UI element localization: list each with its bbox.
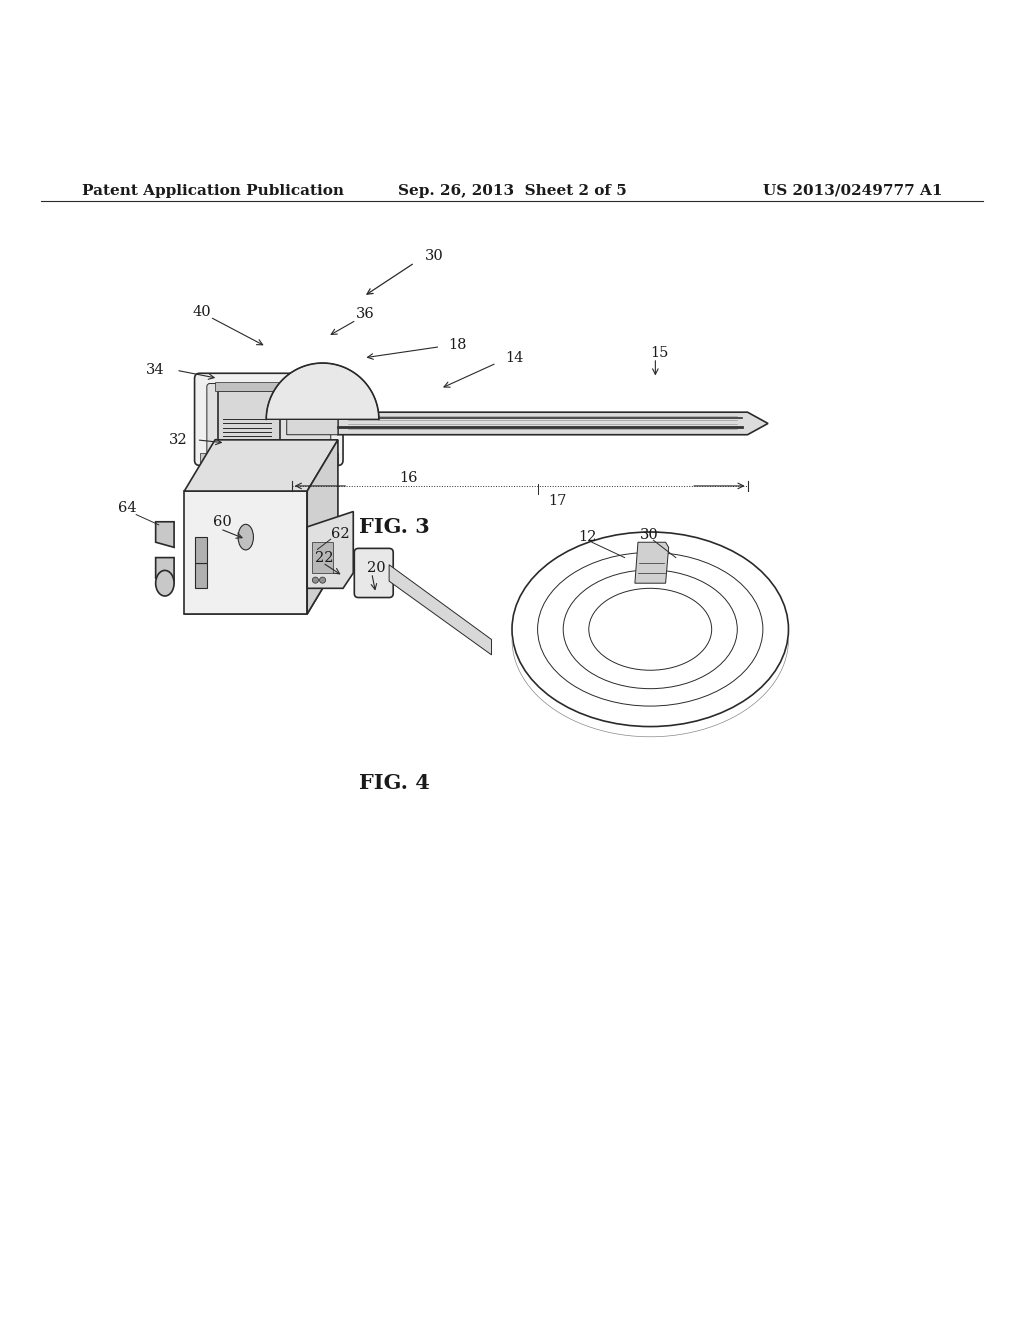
Polygon shape xyxy=(184,440,338,491)
Polygon shape xyxy=(338,412,768,434)
Text: 16: 16 xyxy=(399,471,418,484)
FancyBboxPatch shape xyxy=(207,384,331,455)
Polygon shape xyxy=(184,491,307,614)
Bar xyxy=(312,543,333,573)
Polygon shape xyxy=(307,512,353,589)
Polygon shape xyxy=(156,521,174,548)
Text: 18: 18 xyxy=(449,338,467,351)
Text: Patent Application Publication: Patent Application Publication xyxy=(82,183,344,198)
Polygon shape xyxy=(389,565,492,655)
Text: Sep. 26, 2013  Sheet 2 of 5: Sep. 26, 2013 Sheet 2 of 5 xyxy=(397,183,627,198)
Text: 20: 20 xyxy=(367,561,385,574)
Text: 15: 15 xyxy=(650,346,669,360)
FancyBboxPatch shape xyxy=(218,391,280,447)
Text: US 2013/0249777 A1: US 2013/0249777 A1 xyxy=(763,183,942,198)
Text: FIG. 3: FIG. 3 xyxy=(358,517,430,537)
Polygon shape xyxy=(156,557,174,583)
Text: 40: 40 xyxy=(193,305,211,319)
Polygon shape xyxy=(184,562,338,614)
Bar xyxy=(195,537,207,562)
Text: 30: 30 xyxy=(425,248,443,263)
Polygon shape xyxy=(287,407,338,434)
Bar xyxy=(195,562,207,589)
Bar xyxy=(215,383,282,391)
Text: 22: 22 xyxy=(315,550,334,565)
FancyBboxPatch shape xyxy=(354,548,393,598)
Ellipse shape xyxy=(156,570,174,597)
Polygon shape xyxy=(307,440,338,614)
Ellipse shape xyxy=(238,524,254,550)
Circle shape xyxy=(312,577,318,583)
Text: 12: 12 xyxy=(579,531,597,544)
FancyBboxPatch shape xyxy=(195,374,343,466)
Polygon shape xyxy=(266,363,379,420)
Text: FIG. 4: FIG. 4 xyxy=(358,774,430,793)
Text: 36: 36 xyxy=(356,306,375,321)
Circle shape xyxy=(319,577,326,583)
Text: 62: 62 xyxy=(331,527,349,541)
Bar xyxy=(200,453,338,466)
Text: 14: 14 xyxy=(505,351,523,364)
Text: 60: 60 xyxy=(213,515,231,529)
Text: 30: 30 xyxy=(640,528,658,543)
Bar xyxy=(215,447,282,457)
Polygon shape xyxy=(635,543,669,583)
Text: 34: 34 xyxy=(145,363,164,378)
Text: 17: 17 xyxy=(548,494,566,508)
Text: 64: 64 xyxy=(118,502,136,515)
Text: 32: 32 xyxy=(169,433,187,447)
